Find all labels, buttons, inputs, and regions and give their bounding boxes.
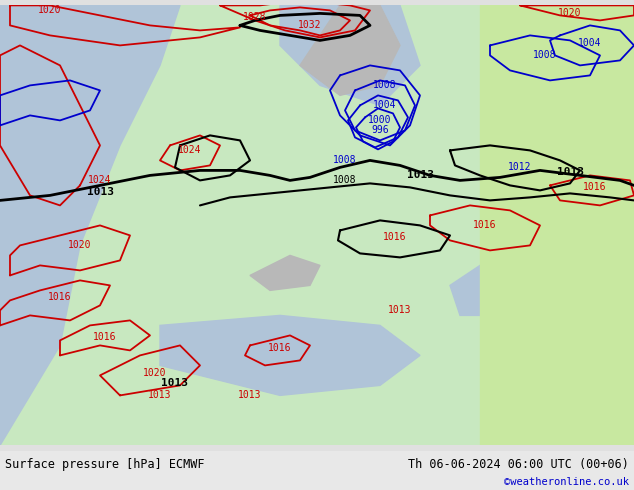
Text: 1004: 1004 (373, 100, 397, 110)
Text: 1013: 1013 (388, 305, 411, 316)
Polygon shape (0, 5, 150, 166)
Text: 1028: 1028 (243, 12, 267, 23)
Text: 1013: 1013 (86, 187, 113, 197)
Text: 1020: 1020 (143, 368, 167, 378)
Text: 1008: 1008 (333, 175, 357, 185)
Text: 1004: 1004 (578, 38, 602, 49)
Text: 1032: 1032 (298, 21, 321, 30)
Text: 1020: 1020 (38, 5, 61, 15)
Text: 1000: 1000 (368, 116, 392, 125)
Polygon shape (160, 316, 420, 395)
Text: 1016: 1016 (583, 182, 607, 193)
Text: 1008: 1008 (373, 80, 397, 90)
Polygon shape (0, 5, 180, 445)
Text: 1016: 1016 (48, 293, 72, 302)
Text: 1024: 1024 (178, 146, 202, 155)
Text: 1020: 1020 (68, 241, 92, 250)
Text: 1020: 1020 (559, 8, 582, 19)
Text: 1016: 1016 (268, 343, 292, 353)
Text: 1013: 1013 (557, 168, 583, 177)
Text: Th 06-06-2024 06:00 UTC (00+06): Th 06-06-2024 06:00 UTC (00+06) (408, 458, 629, 471)
Text: 1013: 1013 (238, 391, 262, 400)
Text: 1008: 1008 (533, 50, 557, 60)
Polygon shape (280, 5, 420, 105)
Text: 1013: 1013 (148, 391, 172, 400)
Text: 1024: 1024 (88, 175, 112, 185)
Text: 1016: 1016 (93, 332, 117, 343)
Text: 996: 996 (371, 125, 389, 135)
Text: 1013: 1013 (406, 171, 434, 180)
Text: 1012: 1012 (508, 162, 532, 172)
Polygon shape (450, 266, 540, 316)
Text: 1008: 1008 (333, 155, 357, 166)
Bar (480, 5, 634, 445)
Text: ©weatheronline.co.uk: ©weatheronline.co.uk (504, 477, 629, 487)
Polygon shape (300, 5, 400, 96)
Text: 1016: 1016 (383, 232, 407, 243)
Text: 1013: 1013 (162, 378, 188, 389)
Polygon shape (250, 255, 320, 291)
Text: Surface pressure [hPa] ECMWF: Surface pressure [hPa] ECMWF (5, 458, 205, 471)
Text: 1016: 1016 (473, 220, 497, 230)
